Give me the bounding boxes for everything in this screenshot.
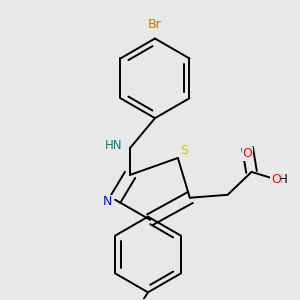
Text: H: H [279,173,288,186]
Text: S: S [180,143,188,157]
Text: HN: HN [105,139,123,152]
Text: N: N [103,195,112,208]
Text: Br: Br [148,18,162,31]
Text: O: O [243,148,253,160]
Text: O: O [271,173,281,186]
